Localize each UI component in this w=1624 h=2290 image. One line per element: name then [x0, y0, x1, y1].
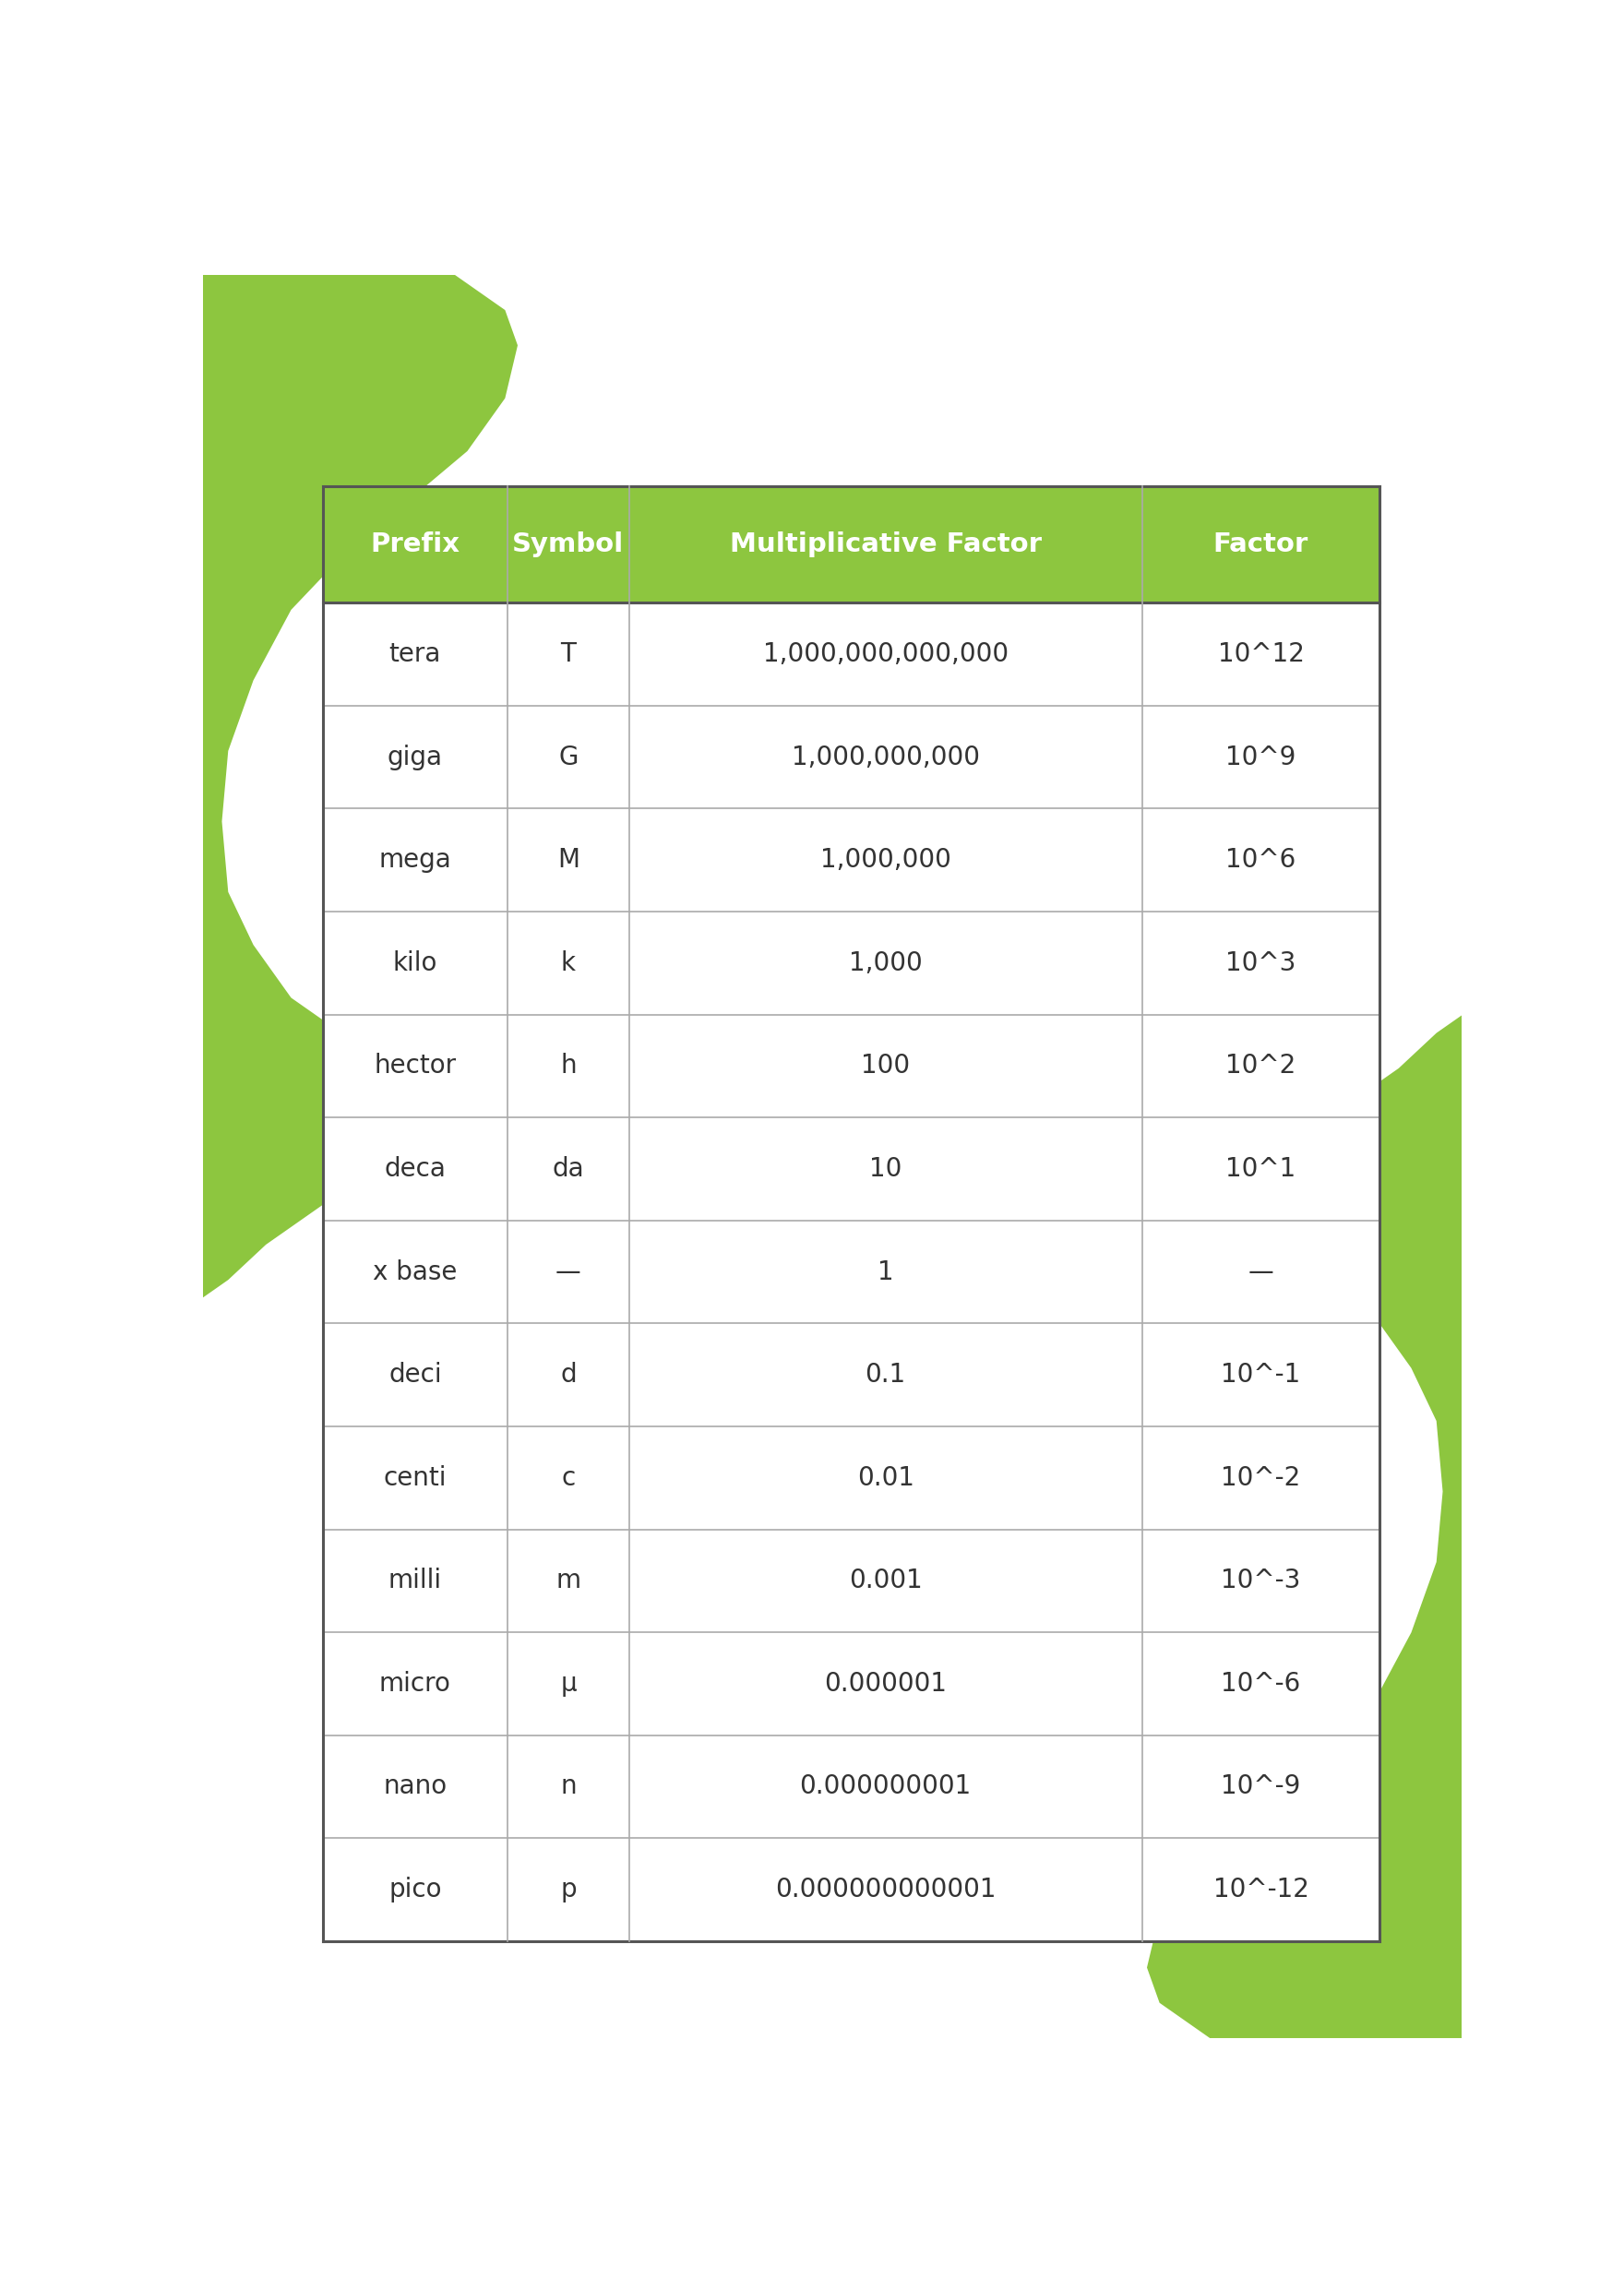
Bar	[323, 1839, 1380, 1942]
Text: Factor: Factor	[1213, 531, 1309, 556]
Text: m: m	[555, 1569, 581, 1594]
Text: p: p	[560, 1878, 577, 1903]
Text: M: M	[557, 847, 580, 872]
Text: mega: mega	[378, 847, 451, 872]
Text: 0.001: 0.001	[849, 1569, 922, 1594]
Text: 10^2: 10^2	[1226, 1053, 1296, 1079]
Text: da: da	[552, 1156, 585, 1182]
Bar	[323, 1324, 1380, 1427]
Text: 0.01: 0.01	[857, 1466, 914, 1491]
Text: 0.000000001: 0.000000001	[799, 1775, 971, 1800]
Text: pico: pico	[388, 1878, 442, 1903]
Text: d: d	[560, 1363, 577, 1388]
Text: 1,000: 1,000	[849, 950, 922, 976]
Text: tera: tera	[390, 641, 442, 666]
Text: 1,000,000,000: 1,000,000,000	[791, 744, 979, 769]
Bar	[323, 1221, 1380, 1324]
Text: G: G	[559, 744, 578, 769]
Text: deca: deca	[385, 1156, 447, 1182]
Text: giga: giga	[388, 744, 443, 769]
Bar	[323, 705, 1380, 808]
Text: kilo: kilo	[393, 950, 437, 976]
Bar	[323, 911, 1380, 1014]
Polygon shape	[203, 275, 518, 1298]
Text: 10^-6: 10^-6	[1221, 1672, 1301, 1697]
Text: 10^3: 10^3	[1226, 950, 1296, 976]
Text: n: n	[560, 1775, 577, 1800]
Bar	[323, 1633, 1380, 1736]
Text: Multiplicative Factor: Multiplicative Factor	[729, 531, 1041, 556]
Bar	[323, 1118, 1380, 1221]
Text: 0.000001: 0.000001	[823, 1672, 947, 1697]
Text: x base: x base	[374, 1260, 458, 1285]
Text: 10: 10	[869, 1156, 901, 1182]
Text: 0.1: 0.1	[866, 1363, 906, 1388]
Text: 10^-1: 10^-1	[1221, 1363, 1301, 1388]
Text: Symbol: Symbol	[513, 531, 624, 556]
Text: 10^6: 10^6	[1226, 847, 1296, 872]
Text: 10^1: 10^1	[1226, 1156, 1296, 1182]
Text: 1: 1	[877, 1260, 893, 1285]
Bar	[323, 1427, 1380, 1530]
Text: nano: nano	[383, 1775, 447, 1800]
Bar	[323, 808, 1380, 911]
Text: μ: μ	[560, 1672, 577, 1697]
Text: deci: deci	[388, 1363, 442, 1388]
Bar	[323, 1014, 1380, 1118]
Text: 100: 100	[861, 1053, 909, 1079]
Text: 1,000,000: 1,000,000	[820, 847, 952, 872]
Text: 10^-9: 10^-9	[1221, 1775, 1301, 1800]
Bar	[323, 1736, 1380, 1839]
Text: 10^-3: 10^-3	[1221, 1569, 1301, 1594]
Bar	[323, 485, 1380, 602]
Text: 10^-12: 10^-12	[1213, 1878, 1309, 1903]
Polygon shape	[1147, 1014, 1462, 2038]
Text: centi: centi	[383, 1466, 447, 1491]
Text: —: —	[1249, 1260, 1273, 1285]
Text: hector: hector	[374, 1053, 456, 1079]
Text: micro: micro	[378, 1672, 451, 1697]
Text: k: k	[560, 950, 577, 976]
Text: T: T	[560, 641, 577, 666]
Text: milli: milli	[388, 1569, 442, 1594]
Text: 0.000000000001: 0.000000000001	[775, 1878, 996, 1903]
Bar	[323, 1530, 1380, 1633]
Text: Prefix: Prefix	[370, 531, 460, 556]
Text: 10^-2: 10^-2	[1221, 1466, 1301, 1491]
Text: 1,000,000,000,000: 1,000,000,000,000	[763, 641, 1009, 666]
Text: —: —	[555, 1260, 581, 1285]
Text: c: c	[562, 1466, 575, 1491]
Bar	[323, 602, 1380, 705]
Text: h: h	[560, 1053, 577, 1079]
Text: 10^9: 10^9	[1226, 744, 1296, 769]
Text: 10^12: 10^12	[1218, 641, 1304, 666]
